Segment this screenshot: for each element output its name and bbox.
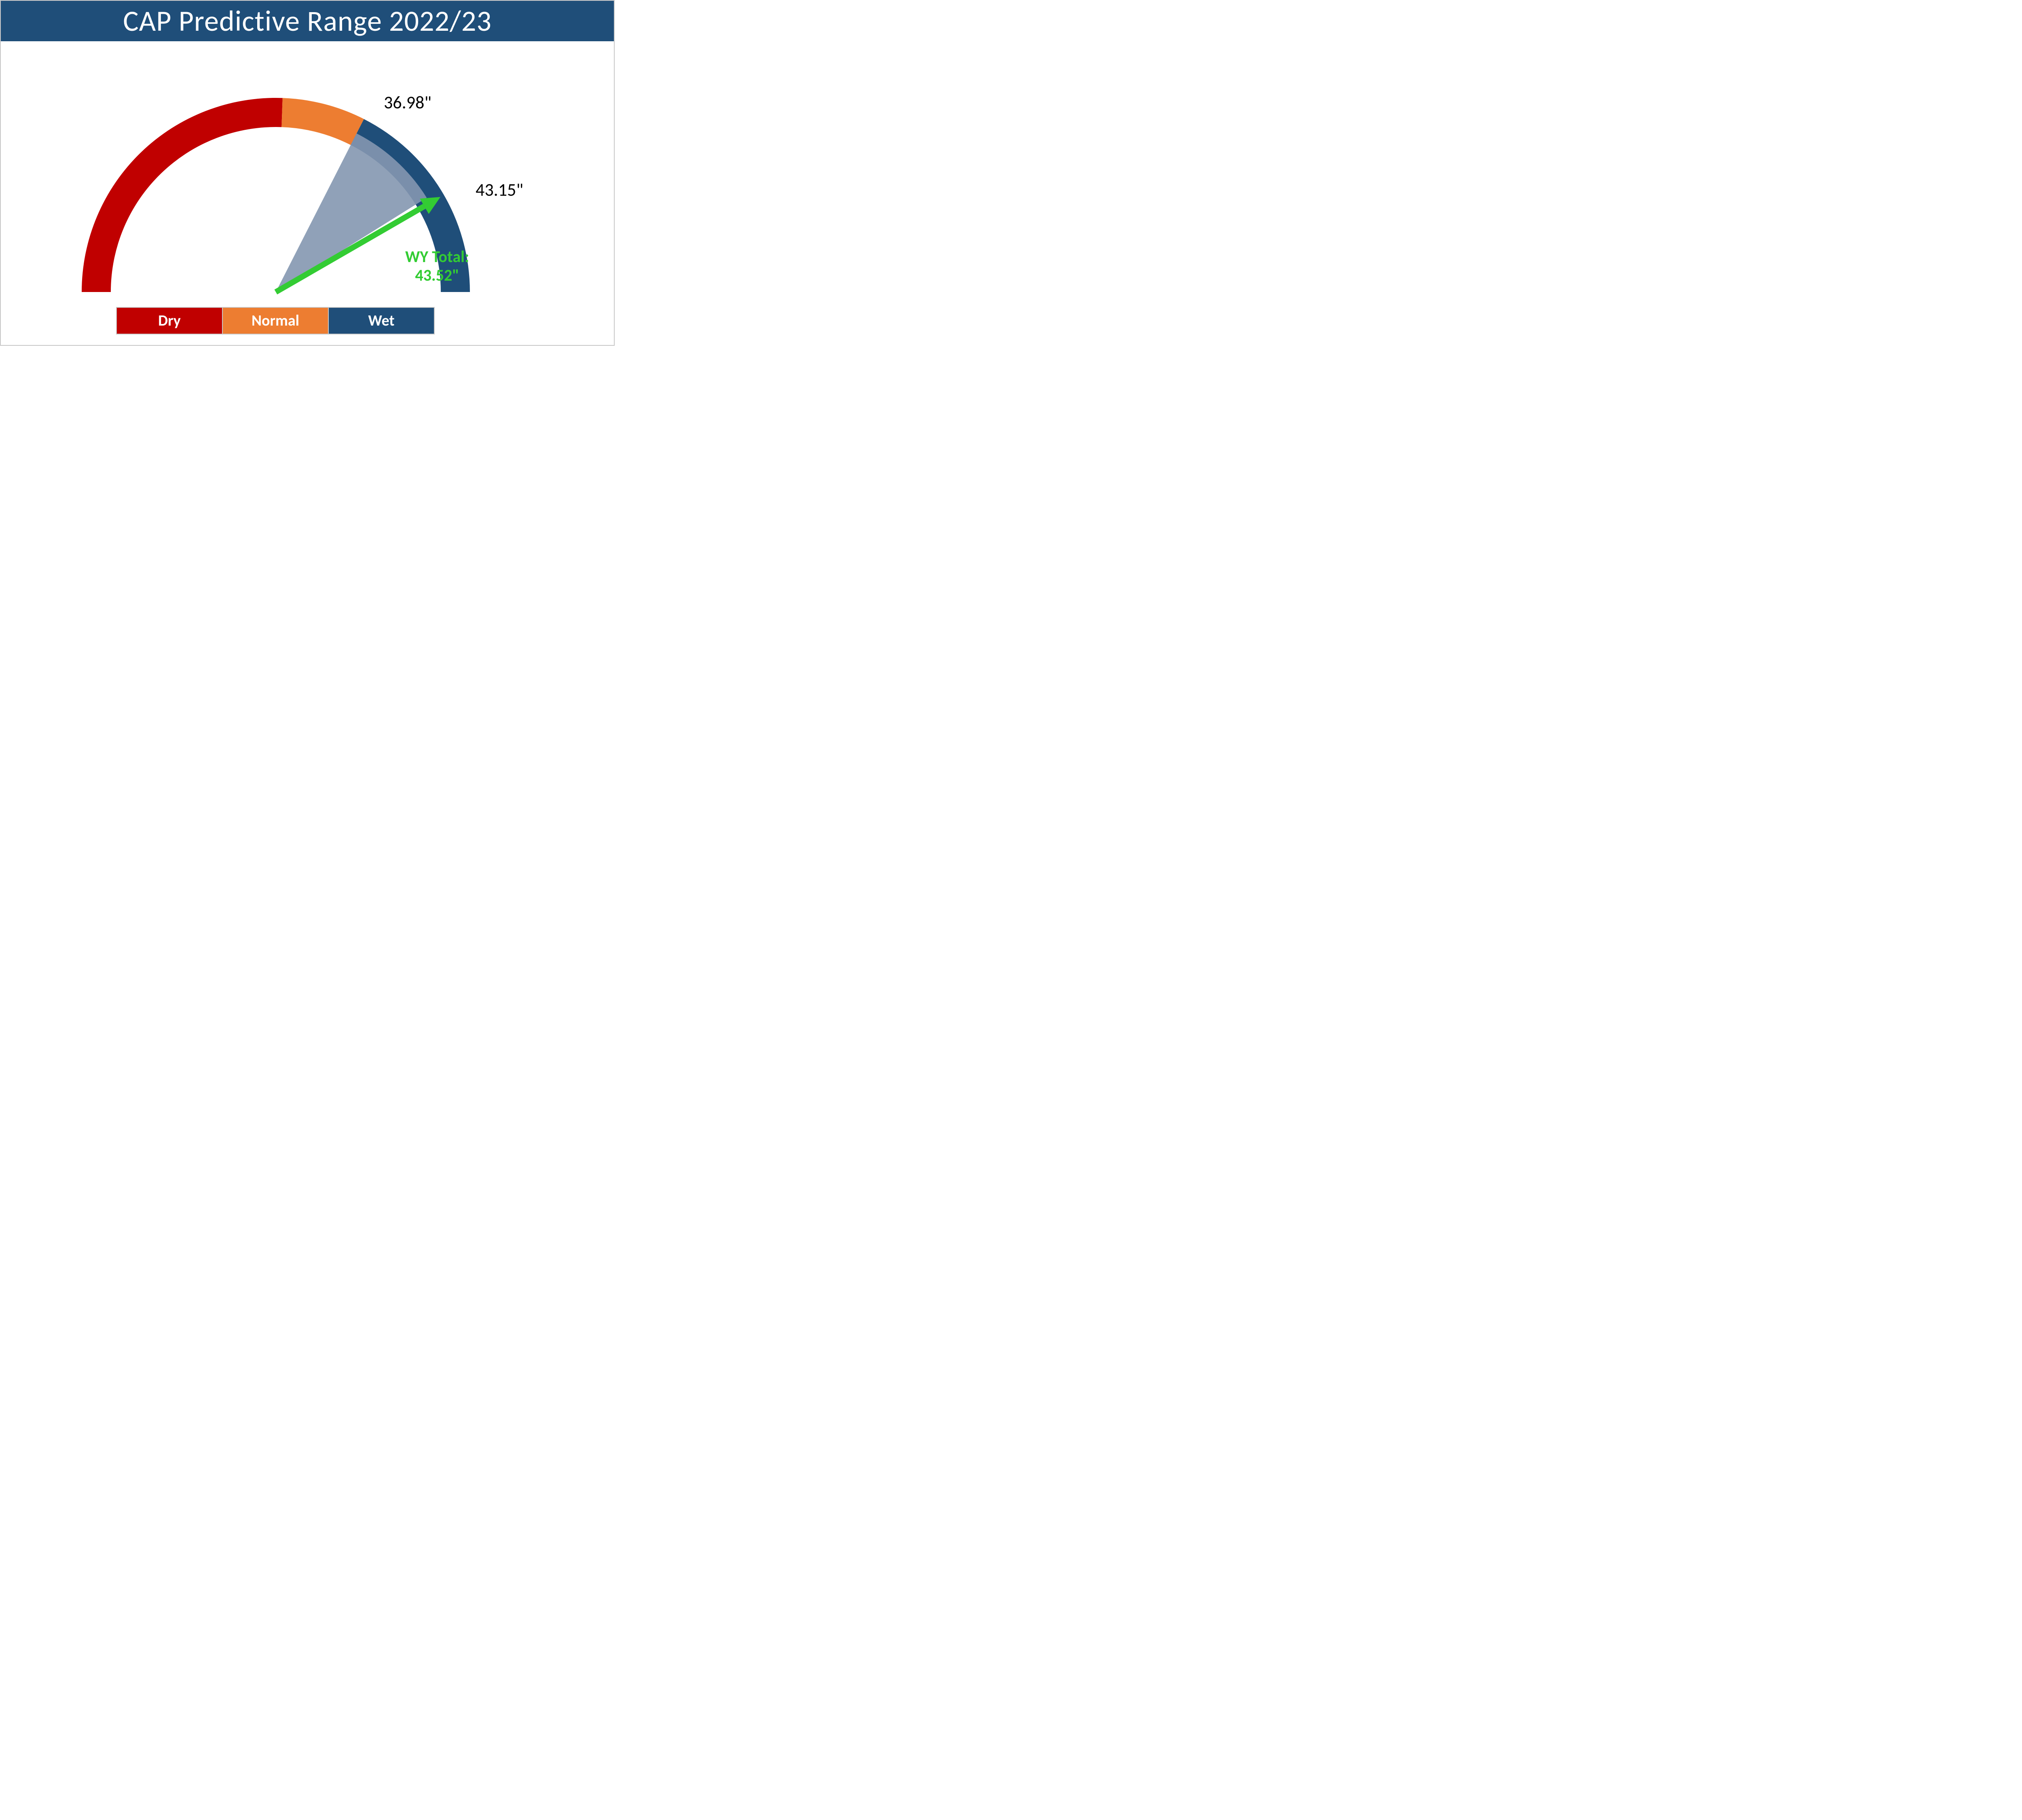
gauge-tick-label: 36.98" [384,91,431,113]
gauge-segment-normal [281,98,364,145]
legend-label: Normal [252,311,299,330]
gauge-svg [1,41,615,347]
legend-item-normal: Normal [223,308,328,334]
wy-total-line1: WY Total: [405,248,469,266]
chart-area: 36.98" 43.15" WY Total: 43.52" Dry Normal… [1,41,614,347]
chart-frame: CAP Predictive Range 2022/23 36.98" 43.15… [0,0,615,346]
legend-label: Wet [368,311,394,330]
legend-item-dry: Dry [117,308,222,334]
gauge-segment-dry [82,98,283,292]
title-bar: CAP Predictive Range 2022/23 [1,1,614,41]
legend-label: Dry [158,311,181,330]
legend-item-wet: Wet [329,308,434,334]
wy-total-line2: 43.52" [405,266,469,285]
chart-title: CAP Predictive Range 2022/23 [123,3,492,39]
wy-total-label: WY Total: 43.52" [405,248,469,285]
legend: Dry Normal Wet [116,307,435,334]
gauge-tick-label: 43.15" [476,179,523,201]
